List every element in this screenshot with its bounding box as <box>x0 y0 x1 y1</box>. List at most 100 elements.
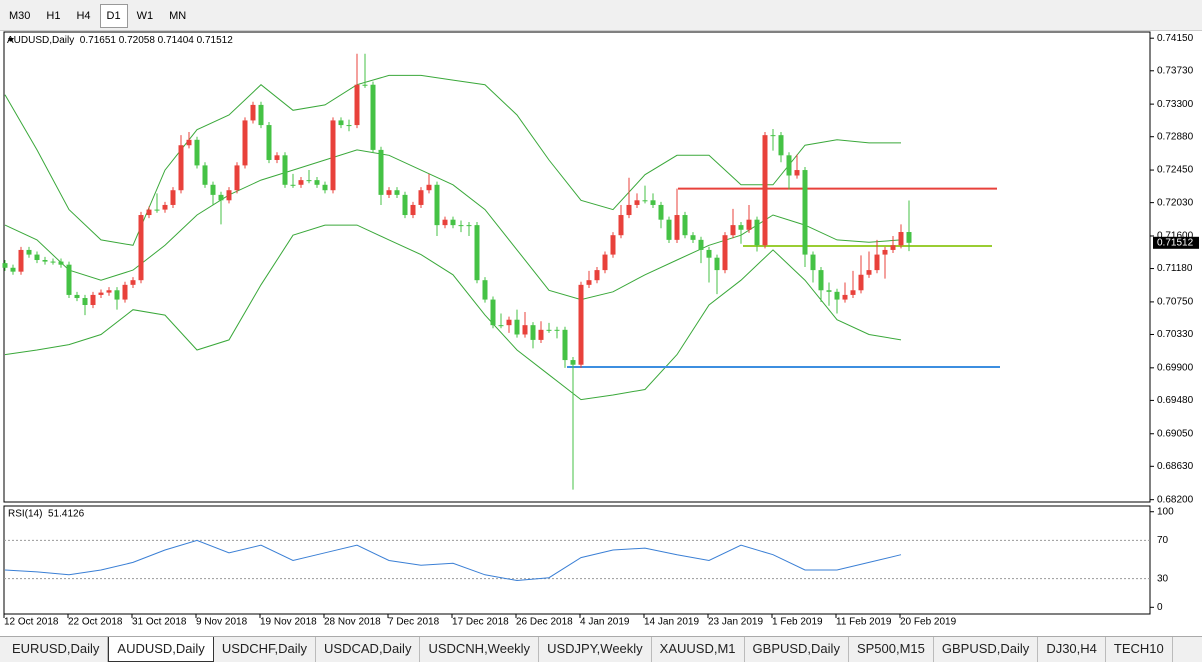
timeframe-button[interactable]: M30 <box>9 10 31 22</box>
timeframe-toolbar: M30 H1 H4 D1 W1 MN <box>0 0 1202 31</box>
y-tick-label: 0.69480 <box>1157 395 1194 406</box>
candle-body <box>306 180 312 182</box>
y-tick-label: 0.71180 <box>1157 263 1193 274</box>
candle-body <box>394 190 400 195</box>
candle-body <box>322 184 328 191</box>
candle-body <box>114 290 120 300</box>
chart-tab[interactable]: EURUSD,Daily <box>4 637 109 662</box>
bollinger-middle <box>4 149 902 301</box>
low: 0.71404 <box>157 35 194 46</box>
y-tick-label: 0.69050 <box>1157 428 1194 439</box>
x-tick-label: 23 Jan 2019 <box>708 617 763 628</box>
candle-body <box>826 290 832 292</box>
chart-tab[interactable]: GBPUSD,Daily <box>934 637 1039 662</box>
x-tick-label: 20 Feb 2019 <box>900 617 957 628</box>
chart-tab[interactable]: USDJPY,Weekly <box>539 637 652 662</box>
timeframe-button[interactable]: W1 <box>136 10 154 22</box>
candle-body <box>762 135 768 246</box>
chart-tab[interactable]: GBPUSD,Daily <box>745 637 849 662</box>
candle-body <box>18 249 24 272</box>
y-tick-label: 0.71600 <box>1157 231 1194 242</box>
candle-body <box>906 232 912 243</box>
y-tick-label: 0.73730 <box>1157 65 1194 76</box>
timeframe-button[interactable]: H4 <box>76 10 91 22</box>
chart-tab[interactable]: XAUUSD,M1 <box>652 637 745 662</box>
candle-body <box>858 274 864 291</box>
candle-body <box>298 180 304 185</box>
candle-body <box>682 215 688 236</box>
rsi-value: 51.4126 <box>48 509 85 520</box>
chart-tab[interactable]: AUDUSD,Daily <box>108 637 214 662</box>
rsi-tick-label: 0 <box>1157 602 1163 613</box>
candle-body <box>378 149 384 195</box>
y-tick-label: 0.68200 <box>1157 494 1194 505</box>
candle-body <box>498 325 504 327</box>
candle-body <box>242 120 248 166</box>
chart-tab[interactable]: USDCHF,Daily <box>214 637 317 662</box>
candle-body <box>882 249 888 255</box>
high: 0.72058 <box>118 35 155 46</box>
candle-body <box>410 204 416 216</box>
candle-body <box>226 190 232 201</box>
timeframe-button[interactable]: D1 <box>99 4 128 28</box>
candle-body <box>370 84 376 150</box>
chart-tab[interactable]: TECH10 <box>1106 637 1173 662</box>
candle-body <box>562 329 568 361</box>
candle-body <box>818 270 824 291</box>
candle-body <box>514 319 520 335</box>
candle-body <box>794 170 800 176</box>
collapse-arrow <box>8 38 14 42</box>
close: 0.71512 <box>196 35 233 46</box>
candle-body <box>770 135 776 137</box>
candle-body <box>42 260 48 262</box>
price-panel <box>3 31 1151 503</box>
x-tick-label: 31 Oct 2018 <box>132 617 187 628</box>
candle-body <box>210 184 216 195</box>
candle-body <box>618 215 624 236</box>
y-tick-label: 0.72880 <box>1157 131 1194 142</box>
candle-body <box>282 155 288 185</box>
candle-body <box>706 249 712 258</box>
candle-body <box>90 294 96 306</box>
candle-body <box>26 249 32 255</box>
candle-body <box>658 204 664 220</box>
candle-body <box>122 284 128 300</box>
chart-tab[interactable]: SP500,M15 <box>849 637 934 662</box>
chart-tab[interactable]: DJ30,H4 <box>1038 637 1106 662</box>
candle-body <box>186 139 192 146</box>
timeframe-button[interactable]: MN <box>169 10 187 22</box>
candle-body <box>802 170 808 255</box>
y-tick-label: 0.72450 <box>1157 165 1194 176</box>
candle-body <box>314 180 320 185</box>
candle-body <box>474 225 480 281</box>
x-tick-label: 1 Feb 2019 <box>772 617 823 628</box>
x-tick-label: 12 Oct 2018 <box>4 617 59 628</box>
candle-body <box>530 325 536 340</box>
candle-body <box>690 235 696 240</box>
candle-body <box>10 267 16 272</box>
chart-tab[interactable]: USDCNH,Weekly <box>420 637 540 662</box>
y-tick-label: 0.69900 <box>1157 362 1194 373</box>
candle-body <box>338 120 344 126</box>
candle-body <box>570 360 576 365</box>
candle-body <box>874 254 880 271</box>
candle-body <box>714 257 720 271</box>
candle-body <box>402 194 408 216</box>
chart-tab[interactable]: USDCAD,Daily <box>316 637 421 662</box>
x-tick-label: 28 Nov 2018 <box>324 617 381 628</box>
candle-body <box>178 145 184 191</box>
candle-body <box>626 204 632 216</box>
candle-body <box>290 184 296 186</box>
candle-body <box>730 225 736 236</box>
candle-body <box>610 235 616 255</box>
timeframe-button[interactable]: H1 <box>46 10 61 22</box>
candle-body <box>898 232 904 246</box>
candle-body <box>218 194 224 201</box>
candle-body <box>330 120 336 191</box>
x-tick-label: 22 Oct 2018 <box>68 617 123 628</box>
candle-body <box>442 219 448 226</box>
candle-body <box>738 225 744 230</box>
candle-body <box>554 329 560 331</box>
x-tick-label: 26 Dec 2018 <box>516 617 573 628</box>
